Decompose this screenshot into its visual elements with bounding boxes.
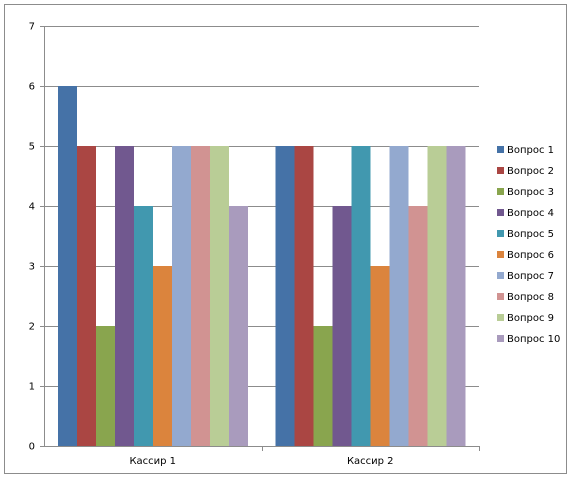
bar-2-9 [427, 146, 447, 446]
bar-1-10 [229, 206, 248, 446]
y-tick-label: 5 [29, 142, 35, 153]
legend-swatch [497, 293, 504, 300]
legend-item-8: Вопрос 8 [507, 292, 554, 303]
bar-1-9 [210, 146, 229, 446]
legend-swatch [497, 251, 504, 258]
bar-1-1 [58, 86, 77, 446]
legend-swatch [497, 314, 504, 321]
bar-2-6 [370, 266, 390, 446]
bar-2-10 [446, 146, 466, 446]
bar-2-4 [332, 206, 352, 446]
legend-item-5: Вопрос 5 [507, 229, 554, 240]
legend-swatch [497, 272, 504, 279]
legend: Вопрос 1 Вопрос 2 Вопрос 3 Вопрос 4 Вопрос 5… [497, 145, 560, 345]
bar-1-6 [153, 266, 172, 446]
legend-item-4: Вопрос 4 [507, 208, 554, 219]
bar-2-2 [294, 146, 314, 446]
y-tick-label: 3 [29, 262, 35, 273]
x-tick-label: Кассир 2 [347, 456, 394, 467]
y-tick-label: 2 [29, 322, 35, 333]
bar-1-8 [191, 146, 210, 446]
legend-item-7: Вопрос 7 [507, 271, 554, 282]
legend-swatch [497, 209, 504, 216]
legend-swatch [497, 335, 504, 342]
bars [58, 86, 466, 446]
bar-1-3 [96, 326, 115, 446]
legend-swatch [497, 230, 504, 237]
legend-swatch [497, 188, 504, 195]
bar-2-8 [408, 206, 428, 446]
bar-2-3 [313, 326, 333, 446]
legend-swatch [497, 167, 504, 174]
y-tick-label: 7 [29, 22, 35, 33]
legend-item-3: Вопрос 3 [507, 187, 554, 198]
legend-swatch [497, 146, 504, 153]
axes: 0 1 2 3 4 5 6 7 Кассир 1 Кассир 2 [29, 22, 480, 467]
bar-1-7 [172, 146, 191, 446]
legend-item-1: Вопрос 1 [507, 145, 554, 156]
x-tick-label: Кассир 1 [129, 456, 176, 467]
legend-item-6: Вопрос 6 [507, 250, 554, 261]
y-tick-label: 0 [29, 442, 35, 453]
bar-1-5 [134, 206, 153, 446]
bar-1-4 [115, 146, 134, 446]
bar-2-5 [351, 146, 371, 446]
bar-2-1 [275, 146, 295, 446]
y-tick-label: 6 [29, 82, 35, 93]
legend-item-2: Вопрос 2 [507, 166, 554, 177]
legend-item-9: Вопрос 9 [507, 313, 554, 324]
y-tick-label: 4 [29, 202, 35, 213]
bar-2-7 [389, 146, 409, 446]
y-tick-label: 1 [29, 382, 35, 393]
legend-item-10: Вопрос 10 [507, 334, 560, 345]
bar-1-2 [77, 146, 96, 446]
